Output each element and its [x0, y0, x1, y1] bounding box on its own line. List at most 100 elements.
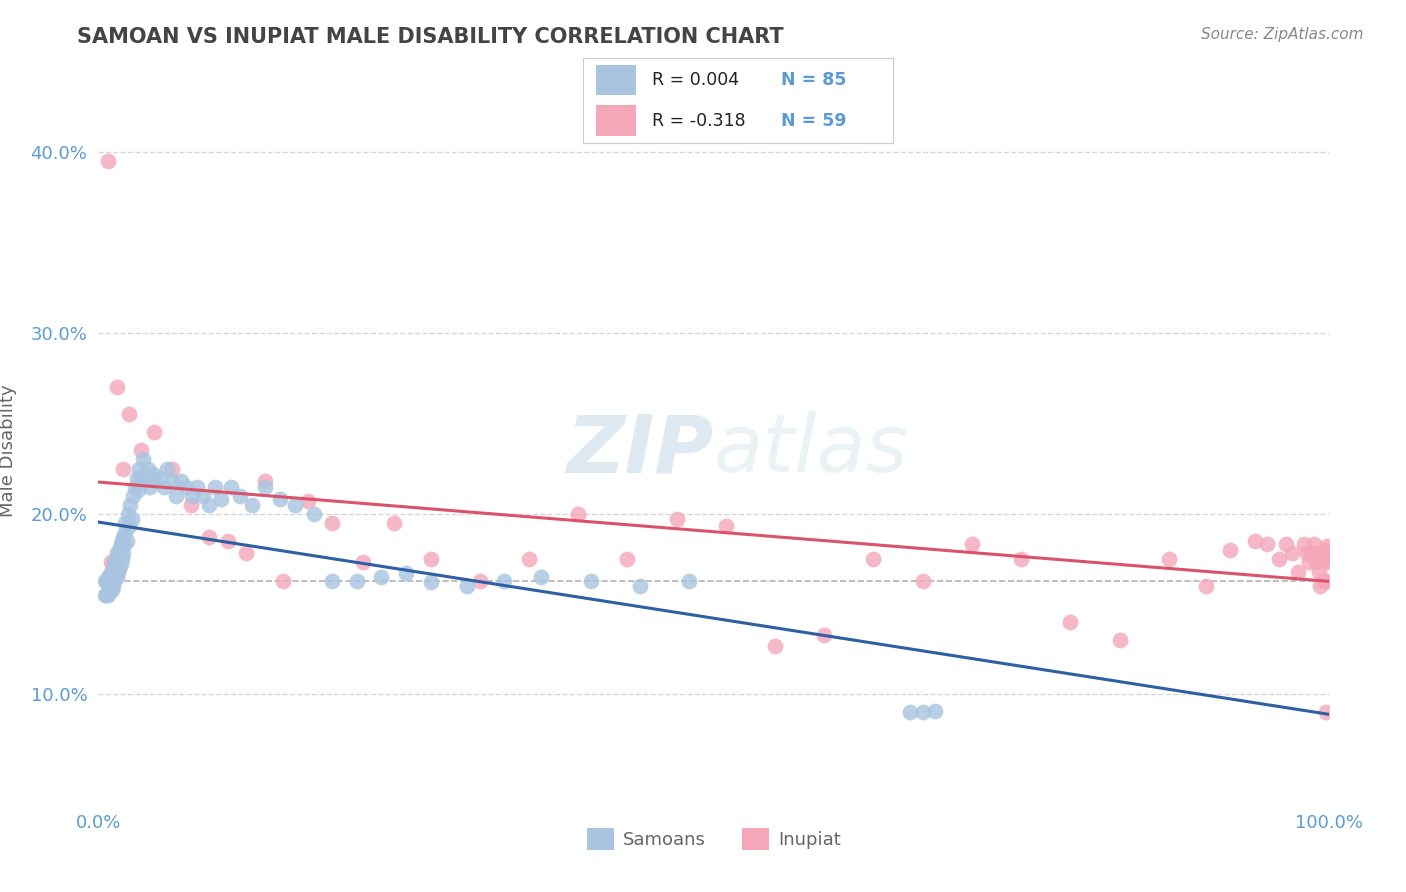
Point [346, 574, 368, 588]
Point [111, 552, 134, 566]
Y-axis label: Male Disability: Male Disability [0, 384, 17, 516]
Point [1195, 579, 1218, 593]
Point [100, 574, 122, 588]
Text: atlas: atlas [714, 411, 908, 490]
Point [1256, 537, 1278, 551]
Point [120, 498, 142, 512]
Point [105, 380, 128, 394]
Point [1010, 552, 1032, 566]
Point [121, 512, 143, 526]
Text: R = -0.318: R = -0.318 [651, 112, 745, 129]
Point [152, 480, 174, 494]
Point [122, 489, 145, 503]
Point [219, 480, 243, 494]
Point [284, 498, 307, 512]
Point [395, 566, 418, 581]
Point [1316, 556, 1339, 570]
Point [240, 498, 263, 512]
Point [136, 461, 159, 475]
Point [253, 474, 276, 488]
Point [321, 574, 343, 588]
Point [139, 480, 162, 494]
Point [103, 561, 125, 575]
Point [131, 470, 153, 484]
Point [93, 574, 115, 588]
Point [1059, 615, 1081, 629]
Point [763, 639, 786, 653]
Point [1306, 546, 1329, 560]
Point [105, 556, 128, 570]
Point [198, 530, 221, 544]
Point [105, 570, 128, 584]
Point [900, 706, 922, 720]
Point [180, 498, 202, 512]
Point [1309, 579, 1331, 593]
Point [198, 498, 221, 512]
Point [456, 579, 478, 593]
Point [1301, 546, 1323, 560]
Text: Source: ZipAtlas.com: Source: ZipAtlas.com [1201, 27, 1364, 42]
Point [118, 407, 141, 421]
Point [114, 524, 136, 539]
Point [112, 546, 135, 560]
Point [132, 452, 155, 467]
Point [1298, 556, 1320, 570]
FancyBboxPatch shape [596, 105, 636, 136]
Point [1303, 537, 1326, 551]
Point [468, 574, 491, 588]
Point [270, 492, 292, 507]
Point [297, 494, 319, 508]
Point [143, 474, 166, 488]
Point [235, 546, 257, 560]
Point [628, 579, 651, 593]
Point [579, 574, 602, 588]
Point [111, 533, 134, 548]
Point [1219, 542, 1241, 557]
Point [125, 470, 148, 484]
Point [911, 574, 934, 588]
Point [107, 565, 129, 579]
Text: N = 85: N = 85 [782, 71, 846, 89]
Point [112, 530, 135, 544]
Point [108, 542, 131, 557]
Point [103, 556, 125, 570]
Point [131, 443, 153, 458]
Point [1286, 565, 1309, 579]
Point [115, 533, 138, 548]
Point [162, 461, 183, 475]
Point [96, 575, 118, 590]
Point [665, 512, 688, 526]
Text: R = 0.004: R = 0.004 [651, 71, 738, 89]
Point [1315, 706, 1337, 720]
Point [567, 507, 589, 521]
Point [419, 575, 441, 590]
Point [1305, 556, 1327, 570]
Point [107, 548, 129, 562]
Point [1308, 565, 1330, 579]
Point [118, 519, 141, 533]
Point [100, 565, 122, 579]
Point [1274, 537, 1296, 551]
Point [678, 574, 700, 588]
Point [162, 474, 183, 488]
Point [103, 579, 125, 593]
Point [142, 425, 165, 440]
Point [960, 537, 983, 551]
Point [98, 579, 121, 593]
Point [1316, 539, 1339, 553]
Point [191, 489, 214, 503]
Point [1313, 552, 1336, 566]
FancyBboxPatch shape [596, 65, 636, 95]
Point [494, 574, 516, 588]
Point [1108, 633, 1130, 648]
Point [94, 588, 117, 602]
Point [180, 489, 204, 503]
Point [165, 489, 187, 503]
Point [517, 552, 540, 566]
Point [714, 519, 737, 533]
Point [211, 492, 233, 507]
Point [134, 474, 156, 488]
Point [217, 533, 239, 548]
Point [110, 537, 132, 551]
Point [110, 558, 132, 572]
